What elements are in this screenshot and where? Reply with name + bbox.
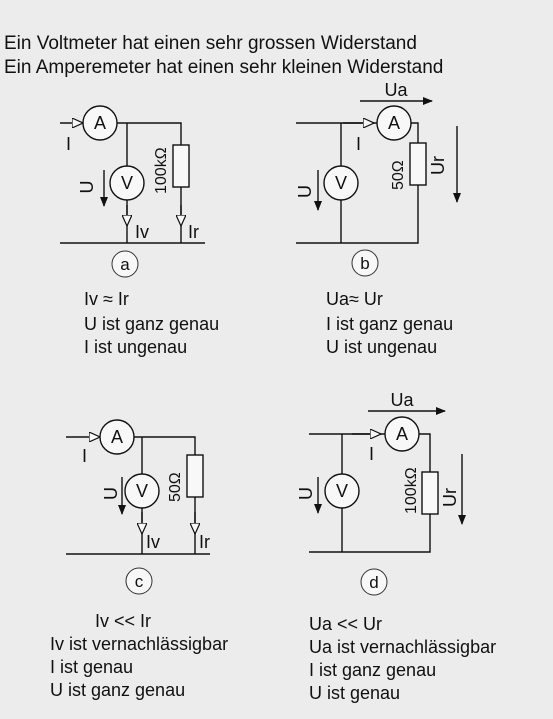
- ammeter-label: A: [388, 113, 400, 133]
- resistor-icon: [186, 454, 204, 498]
- current-resistor-label: Ir: [188, 222, 199, 242]
- circuit-badge: [360, 568, 388, 596]
- voltmeter-label: V: [136, 481, 148, 501]
- note-a-2: U ist ganz genau: [84, 314, 220, 334]
- circuit-b: Ua I A V 50Ω Ur U b: [295, 80, 461, 277]
- current-resistor-label: Ir: [199, 532, 210, 552]
- note-b-2: I ist ganz genau: [326, 314, 454, 334]
- wire: [309, 514, 431, 553]
- current-voltmeter-label: Iv: [146, 532, 160, 552]
- note-d-4: U ist genau: [309, 683, 401, 703]
- current-label: I: [66, 134, 71, 154]
- circuit-badge: [351, 249, 379, 277]
- resistor-icon: [172, 144, 190, 188]
- note-c-4: U ist ganz genau: [50, 680, 186, 700]
- circuit-letter: d: [369, 573, 378, 592]
- voltage-label: U: [77, 181, 97, 194]
- note-d-1: Ua << Ur: [309, 614, 383, 634]
- note-b-3: U ist ungenau: [326, 337, 438, 357]
- ammeter-label: A: [396, 424, 408, 444]
- voltage-label: U: [101, 487, 121, 500]
- note-b-1: Ua≈ Ur: [326, 289, 383, 309]
- current-label: I: [356, 134, 361, 154]
- circuit-letter: a: [120, 255, 130, 274]
- resistor-icon: [409, 142, 427, 186]
- current-label: I: [369, 444, 374, 464]
- circuit-badge: [125, 567, 153, 595]
- resistor-value: 100kΩ: [153, 147, 170, 194]
- circuit-badge: [111, 250, 139, 278]
- voltage-resistor-label: Ur: [440, 488, 460, 507]
- ammeter-label: A: [94, 113, 106, 133]
- circuit-a: I A V 100kΩ U Iv Ir a: [60, 105, 205, 278]
- voltmeter-label: V: [336, 481, 348, 501]
- note-a-1: Iv ≈ Ir: [84, 289, 129, 309]
- resistor-value: 50Ω: [390, 160, 407, 190]
- voltage-label: U: [295, 185, 315, 198]
- wire: [117, 122, 182, 145]
- voltage-ammeter-label: Ua: [390, 390, 414, 410]
- wire: [134, 436, 196, 455]
- resistor-value: 100kΩ: [403, 467, 420, 514]
- ammeter-label: A: [111, 427, 123, 447]
- circuit-letter: b: [360, 254, 369, 273]
- note-a-3: I ist ungenau: [84, 337, 188, 357]
- voltmeter-label: V: [335, 173, 347, 193]
- note-c-2: Iv ist vernachlässigbar: [50, 634, 229, 654]
- voltage-resistor-label: Ur: [428, 156, 448, 175]
- resistor-value: 50Ω: [167, 472, 184, 502]
- circuit-letter: c: [135, 572, 144, 591]
- heading-amperemeter: Ein Amperemeter hat einen sehr kleinen W…: [4, 57, 444, 78]
- circuit-c: I A V 50Ω U Iv Ir c: [66, 419, 210, 595]
- circuit-d: Ua I A V 100kΩ Ur U d: [296, 390, 466, 596]
- resistor-icon: [421, 471, 439, 515]
- wire: [411, 122, 419, 143]
- heading-voltmeter: Ein Voltmeter hat einen sehr grossen Wid…: [4, 33, 417, 54]
- wire: [419, 433, 431, 472]
- note-c-3: I ist genau: [50, 657, 134, 677]
- note-d-2: Ua ist vernachlässigbar: [309, 637, 497, 657]
- voltage-label: U: [296, 487, 316, 500]
- current-label: I: [82, 446, 87, 466]
- current-voltmeter-label: Iv: [135, 222, 149, 242]
- voltmeter-label: V: [121, 173, 133, 193]
- note-d-3: I ist ganz genau: [309, 660, 437, 680]
- voltage-ammeter-label: Ua: [384, 80, 408, 100]
- note-c-1: Iv << Ir: [95, 611, 152, 631]
- wire: [296, 185, 419, 244]
